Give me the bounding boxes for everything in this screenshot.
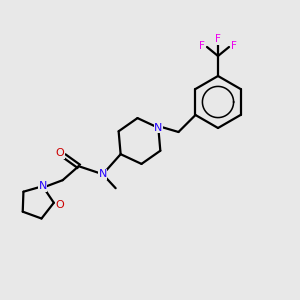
Text: N: N xyxy=(38,181,47,191)
Text: F: F xyxy=(199,41,205,51)
Text: F: F xyxy=(231,41,237,51)
Text: O: O xyxy=(55,148,64,158)
Text: F: F xyxy=(215,34,221,44)
Text: N: N xyxy=(154,123,163,133)
Text: O: O xyxy=(56,200,64,210)
Text: N: N xyxy=(98,169,107,179)
